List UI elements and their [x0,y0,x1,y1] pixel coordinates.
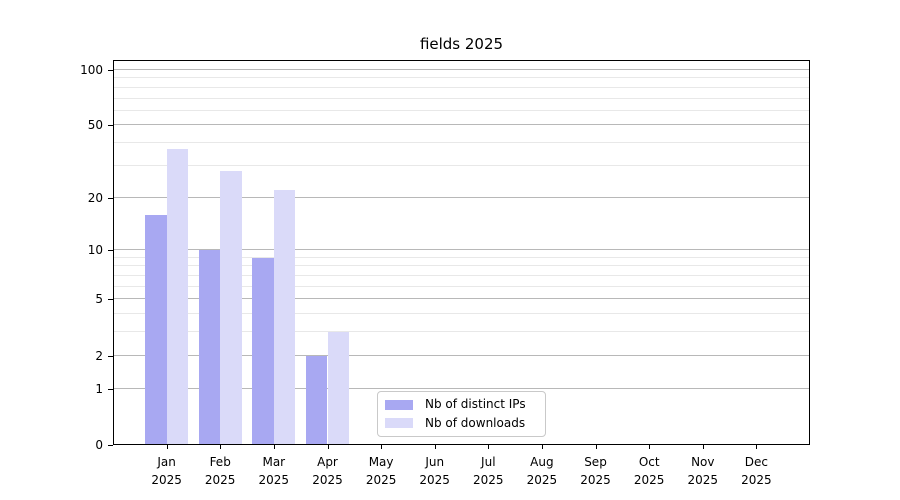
x-tick-mark [541,445,543,449]
gridline-minor [113,109,810,111]
x-tick-mark [488,445,490,449]
bar-nb-of-downloads-feb [220,171,242,445]
x-tick-mark [273,445,275,449]
x-tick-label-may: May 2025 [365,455,397,487]
gridline-major [113,249,810,251]
x-tick-label-sep: Sep 2025 [580,455,611,487]
gridline-major [113,196,810,198]
gridline-major [113,68,810,70]
gridline-minor [113,86,810,88]
legend-item: Nb of downloads [385,416,537,431]
legend-label: Nb of distinct IPs [425,397,526,412]
gridline-minor [113,142,810,144]
x-tick-mark [434,445,436,449]
y-tick-mark [108,388,113,390]
legend: Nb of distinct IPs Nb of downloads [377,391,546,437]
bar-nb-of-distinct-ips-feb [198,250,221,445]
y-tick-label: 1 [95,381,103,396]
y-tick-mark [108,125,113,127]
y-tick-label: 5 [95,292,103,307]
x-tick-label-jul: Jul 2025 [473,455,504,487]
y-tick-label: 2 [95,348,103,363]
gridline-major [113,298,810,300]
y-tick-mark [108,299,113,301]
y-tick-mark [108,69,113,71]
x-tick-label-nov: Nov 2025 [687,455,719,487]
bar-nb-of-distinct-ips-mar [252,257,274,445]
gridline-minor [113,97,810,99]
gridline-minor [113,77,810,79]
legend-item: Nb of distinct IPs [385,397,537,412]
x-tick-mark [756,445,758,449]
y-tick-label: 100 [80,62,103,77]
legend-swatch-nb-of-distinct-ips [385,399,413,410]
legend-swatch-nb-of-downloads [385,418,413,429]
y-tick-mark [108,445,113,446]
bar-nb-of-downloads-jan [166,149,188,445]
chart-title: fields 2025 [419,35,504,53]
x-tick-label-aug: Aug 2025 [526,455,558,487]
x-tick-label-mar: Mar 2025 [258,455,290,487]
x-tick-mark [220,445,222,449]
bar-nb-of-downloads-apr [327,332,349,445]
y-tick-label: 20 [87,190,103,205]
gridline-minor [113,331,810,333]
x-tick-mark [649,445,651,449]
x-tick-label-feb: Feb 2025 [204,455,236,487]
y-tick-mark [108,197,113,199]
x-tick-label-dec: Dec 2025 [741,455,772,487]
x-tick-label-apr: Apr 2025 [312,455,343,487]
y-tick-mark [108,250,113,252]
plot-area [113,60,810,445]
gridline-minor [113,265,810,267]
legend-label: Nb of downloads [425,415,526,430]
x-tick-mark [595,445,597,449]
gridline-minor [113,256,810,258]
gridline-minor [113,275,810,276]
y-tick-label: 50 [87,118,103,133]
bar-nb-of-distinct-ips-apr [306,355,328,445]
gridline-major [113,124,810,126]
y-tick-label: 10 [87,243,103,258]
gridline-minor [113,285,810,287]
gridline-major [113,354,810,356]
gridline-minor [113,313,810,315]
bar-nb-of-distinct-ips-jan [145,214,167,445]
x-tick-mark [381,445,383,449]
bar-nb-of-downloads-mar [273,190,296,445]
y-tick-mark [108,355,113,357]
x-tick-mark [166,445,168,449]
gridline-major [113,387,810,389]
gridline-minor [113,164,810,166]
x-tick-mark [327,445,329,449]
x-tick-label-oct: Oct 2025 [633,455,665,487]
y-tick-label: 0 [95,438,103,452]
x-tick-label-jun: Jun 2025 [419,455,450,487]
x-tick-mark [702,445,704,449]
x-tick-label-jan: Jan 2025 [151,455,182,487]
